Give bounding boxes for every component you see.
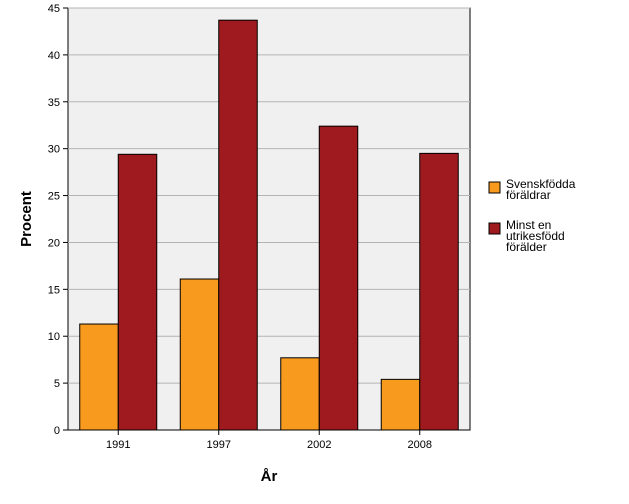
bar-utrikesfodd-2008 xyxy=(419,152,459,431)
x-tick-label: 1991 xyxy=(106,439,130,451)
bar-svenskfodda-1997 xyxy=(179,278,220,431)
y-tick-label: 25 xyxy=(48,191,60,203)
y-axis-title: Procent xyxy=(18,191,35,247)
legend-label: Minst en xyxy=(506,218,551,232)
bar-svenskfodda-2002 xyxy=(280,357,320,431)
legend-label: Svenskfödda xyxy=(506,177,576,191)
bars xyxy=(79,19,459,431)
legend-label: föräldrar xyxy=(506,188,551,202)
bar-utrikesfodd-1991 xyxy=(117,153,158,431)
y-tick-label: 10 xyxy=(48,331,60,343)
legend-label: förälder xyxy=(506,240,547,254)
x-tick-label: 2002 xyxy=(307,439,331,451)
y-tick-label: 35 xyxy=(48,97,60,109)
y-axis: 0 5 10 15 20 25 30 35 40 45 xyxy=(48,3,68,437)
legend-swatch xyxy=(488,181,501,194)
y-tick-label: 5 xyxy=(54,378,60,390)
legend-swatch xyxy=(488,222,501,235)
y-tick-label: 0 xyxy=(54,425,60,437)
x-tick-label: 1997 xyxy=(207,439,231,451)
x-tick-label: 2008 xyxy=(408,439,432,451)
y-tick-label: 20 xyxy=(48,237,60,249)
legend-label: utrikesfödd xyxy=(506,229,565,243)
x-axis: 1991 1997 2002 2008 xyxy=(106,430,432,451)
bar-svenskfodda-1991 xyxy=(79,323,119,431)
y-tick-label: 30 xyxy=(48,144,60,156)
y-tick-label: 15 xyxy=(48,284,60,296)
x-axis-title: År xyxy=(261,468,278,485)
y-tick-label: 45 xyxy=(48,3,60,15)
bar-utrikesfodd-2002 xyxy=(318,125,359,431)
bar-svenskfodda-2008 xyxy=(380,378,421,431)
bar-utrikesfodd-1997 xyxy=(218,19,258,431)
y-tick-label: 40 xyxy=(48,50,60,62)
